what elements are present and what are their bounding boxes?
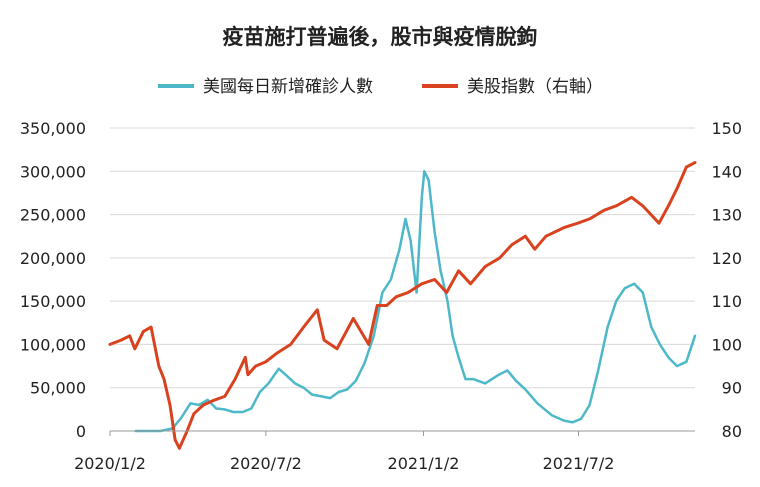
x-tick-label-2: 2021/1/2	[388, 454, 460, 473]
chart-title: 疫苗施打普遍後，股市與疫情脫鉤	[223, 25, 538, 49]
y-right-tick-label-0: 80	[722, 422, 742, 441]
y-right-tick-label-7: 150	[711, 119, 742, 138]
legend-item-cases: 美國每日新增確診人數	[158, 77, 373, 97]
y-right-tick-label-3: 110	[711, 292, 742, 311]
y-right-tick-label-1: 90	[722, 379, 742, 398]
x-tick-label-0: 2020/1/2	[74, 454, 146, 473]
y-left-tick-label-1: 50,000	[30, 379, 86, 398]
y-left-tick-label-3: 150,000	[20, 292, 86, 311]
legend-label-stock: 美股指數（右軸）	[467, 77, 603, 97]
legend-item-stock: 美股指數（右軸）	[422, 77, 603, 97]
y-left-tick-label-0: 0	[76, 422, 86, 441]
y-right-tick-label-4: 120	[711, 249, 742, 268]
y-left-tick-label-6: 300,000	[20, 162, 86, 181]
axis-layer: 0 50,000 100,000 150,000 200,000 250,000 300,0…	[20, 119, 742, 473]
y-right-tick-label-2: 100	[711, 335, 742, 354]
y-left-tick-label-7: 350,000	[20, 119, 86, 138]
y-right-tick-label-6: 140	[711, 162, 742, 181]
grid-layer	[110, 127, 695, 389]
y-left-tick-label-2: 100,000	[20, 335, 86, 354]
y-left-tick-label-4: 200,000	[20, 249, 86, 268]
y-left-tick-label-5: 250,000	[20, 206, 86, 225]
legend: 美國每日新增確診人數 美股指數（右軸）	[158, 77, 603, 97]
series-layer	[108, 161, 697, 450]
x-tick-label-1: 2020/7/2	[230, 454, 302, 473]
series-line-daily-cases	[134, 170, 697, 433]
series-line-stock-index	[108, 161, 697, 450]
y-right-tick-label-5: 130	[711, 206, 742, 225]
legend-label-cases: 美國每日新增確診人數	[203, 77, 373, 97]
x-tick-label-3: 2021/7/2	[543, 454, 615, 473]
